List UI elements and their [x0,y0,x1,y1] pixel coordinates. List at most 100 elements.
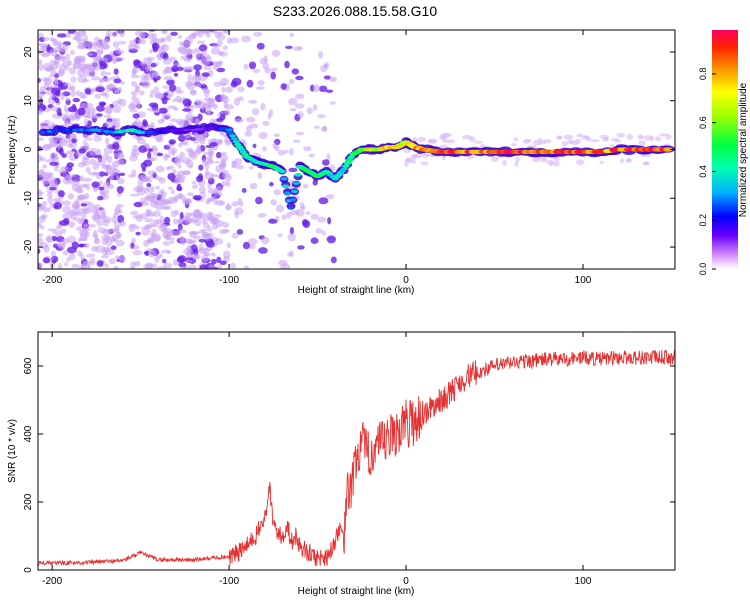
noise-speckle [289,226,294,235]
noise-speckle [116,186,124,194]
noise-speckle [67,235,76,243]
noise-speckle [132,250,143,256]
noise-speckle [242,241,250,250]
noise-speckle [100,207,106,215]
noise-speckle [514,160,519,167]
noise-speckle [203,222,210,228]
noise-speckle [260,102,266,111]
noise-speckle [137,39,143,44]
noise-speckle [280,83,287,90]
noise-speckle [539,156,547,160]
noise-speckle [299,202,305,210]
noise-speckle [211,47,221,55]
noise-speckle [47,191,53,199]
noise-speckle [252,143,257,149]
noise-speckle [47,196,53,204]
noise-speckle [200,50,208,54]
noise-speckle [144,144,150,149]
x-tick-label: 100 [575,576,592,587]
noise-speckle [141,228,151,236]
noise-speckle [195,52,201,59]
noise-speckle [49,49,58,57]
noise-speckle [225,86,233,93]
noise-speckle [163,205,172,210]
noise-speckle [38,63,44,71]
noise-speckle [112,58,118,64]
noise-speckle [133,201,143,208]
noise-speckle [179,211,184,220]
noise-speckle [151,72,160,79]
ridge-cell [345,158,354,162]
noise-speckle [181,198,191,205]
noise-speckle [198,44,208,52]
noise-speckle [101,254,110,259]
noise-speckle [93,114,99,119]
y-tick-label: -20 [23,239,34,254]
noise-speckle [102,216,113,223]
noise-speckle [175,86,182,93]
noise-speckle [155,165,165,173]
noise-speckle [245,125,253,133]
noise-speckle [262,146,267,152]
noise-speckle [54,164,59,172]
noise-speckle [141,200,149,207]
noise-speckle [443,132,452,138]
noise-speckle [162,43,169,52]
noise-speckle [39,122,45,129]
noise-speckle [182,157,191,165]
noise-speckle [206,197,213,203]
noise-speckle [261,236,270,245]
noise-speckle [176,183,182,191]
noise-speckle [131,169,137,177]
colorbar-ticks: 0.0 0.2 0.4 0.6 0.8 [698,68,716,275]
noise-speckle [176,66,184,72]
spectrogram-y-ticks: -20 -10 0 10 20 [23,46,675,254]
noise-speckle [38,97,44,106]
noise-speckle [93,36,101,42]
noise-speckle [225,204,233,211]
noise-speckle [75,198,80,205]
noise-speckle [146,183,152,187]
y-tick-label: 600 [23,357,34,374]
noise-speckle [38,59,43,65]
noise-speckle [158,37,167,42]
noise-speckle [78,42,86,49]
noise-speckle [60,93,65,101]
noise-speckle [198,186,207,194]
noise-speckle [224,109,231,116]
noise-speckle [83,260,93,264]
noise-speckle [67,140,73,147]
noise-speckle [113,118,121,122]
noise-speckle [51,38,57,43]
noise-speckle [174,178,180,185]
noise-speckle [626,158,633,163]
noise-speckle [80,230,90,239]
noise-speckle [109,172,115,177]
noise-speckle [291,68,299,75]
noise-speckle [52,197,61,202]
noise-speckle [129,223,138,228]
x-tick-label: -100 [219,576,239,587]
noise-speckle [217,31,224,36]
noise-speckle [174,155,182,162]
noise-speckle [134,261,141,267]
noise-speckle [287,233,297,242]
noise-speckle [38,78,41,83]
noise-speckle [192,195,202,200]
noise-speckle [288,78,295,85]
noise-speckle [143,263,153,269]
noise-speckle [43,81,50,90]
noise-speckle [154,255,160,263]
noise-speckle [135,85,141,93]
noise-speckle [136,187,146,196]
noise-speckle [109,50,115,57]
noise-speckle [216,67,226,73]
snr-y-label: SNR (10 * v/v) [7,419,18,483]
noise-speckle [320,64,328,73]
noise-speckle [162,69,167,75]
noise-speckle [502,159,507,166]
noise-speckle [221,93,226,103]
noise-speckle [302,183,309,189]
noise-speckle [469,136,476,142]
noise-speckle [466,155,475,159]
